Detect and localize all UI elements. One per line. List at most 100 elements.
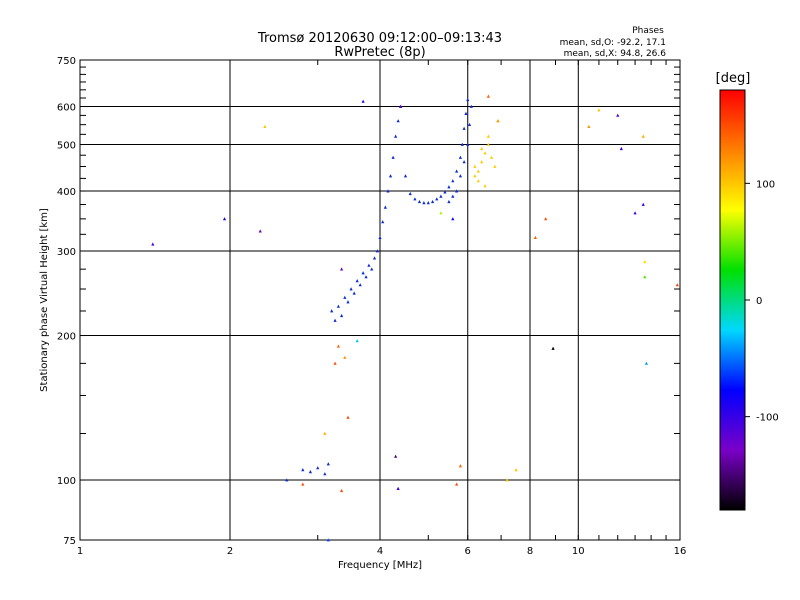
o-mode-point [372,256,377,260]
phases-x-stats: mean, sd,X: 94.8, 26.6 [564,49,667,59]
o-mode-point [426,201,430,205]
scatter-point [263,124,267,128]
o-mode-point [383,205,387,209]
scatter-point [633,211,637,215]
scatter-point [336,344,340,348]
x-mode-point [483,151,487,155]
o-mode-point [323,472,327,476]
scatter-point [346,415,350,419]
scatter-point [514,468,518,472]
x-mode-point [486,142,490,146]
x-mode-point [473,174,477,178]
axis-ticks: 1 2 4 6 8 10 16 75 100 200 300 400 500 600 750 [57,56,686,557]
y-tick-label: 300 [57,247,76,258]
o-mode-point [466,142,470,146]
o-mode-point [396,119,400,123]
scatter-point [616,113,620,117]
o-mode-point [464,111,468,115]
x-tick-label: 8 [527,546,533,557]
x-mode-point [480,160,484,164]
o-mode-point [367,263,371,267]
o-mode-point [403,174,408,178]
o-mode-point [375,249,379,253]
scatter-point [641,202,645,206]
scatter-point [597,108,601,112]
x-mode-point [493,164,497,168]
x-mode-point [486,134,490,138]
scatter-point [496,119,500,123]
chart-subtitle: RwPretec (8p) [334,45,425,60]
o-mode-point [352,291,356,295]
colorbar [719,89,746,511]
y-tick-label: 75 [63,536,76,547]
o-mode-point [455,189,459,193]
x-tick-label: 10 [572,546,585,557]
o-mode-point [346,300,350,304]
o-mode-point [358,283,362,287]
phases-title: Phases [632,26,664,36]
o-mode-point [386,189,390,193]
scatter-point [396,486,400,490]
o-mode-point [447,185,451,189]
x-tick-label: 1 [77,546,83,557]
o-mode-point [394,134,398,138]
x-mode-point [476,169,480,173]
y-tick-label: 600 [57,103,76,114]
y-tick-label: 500 [57,141,76,152]
o-mode-point [439,194,443,198]
o-mode-point [422,201,426,205]
scatter-point [505,478,509,482]
scatter-point [340,267,344,271]
y-tick-label: 200 [57,332,76,343]
scatter-point [458,464,463,468]
o-mode-point [451,179,455,183]
y-axis-label: Stationary phase Virtual Height [km] [39,208,50,392]
x-mode-point [473,164,477,168]
o-mode-point [285,478,289,482]
o-mode-point [451,194,455,198]
o-mode-point [467,122,472,127]
data-marks [151,94,679,542]
scatter-point [399,104,403,108]
o-mode-point [381,220,385,224]
colorbar-label: [deg] [716,71,751,86]
x-tick-label: 6 [465,546,471,557]
o-mode-point [333,318,337,322]
o-mode-point [364,275,368,279]
o-mode-point [443,190,447,194]
o-mode-point [388,174,393,178]
scatter-point [544,217,548,221]
scatter-point [451,217,455,221]
phases-o-stats: mean, sd,O: -92.2, 17.1 [560,38,666,48]
scatter-point [455,482,459,486]
o-mode-point [340,313,344,318]
scatter-point [551,346,555,350]
o-mode-point [301,468,305,472]
o-mode-point [417,199,422,204]
plot-grid [80,60,680,540]
x-mode-point [476,179,480,183]
scatter-point [533,235,537,239]
scatter-point [222,217,227,221]
o-mode-point [316,466,320,470]
chart-title: Tromsø 20120630 09:12:00–09:13:43 [257,31,502,46]
o-mode-point [430,199,435,204]
o-mode-point [391,155,395,159]
scatter-point [323,431,327,435]
o-mode-point [460,142,464,146]
x-mode-point [490,155,494,159]
scatter-point [394,454,398,458]
o-mode-point [408,191,412,196]
scatter-point [343,355,347,359]
scatter-point [675,283,679,287]
o-mode-point [370,267,374,271]
o-mode-point [355,279,359,283]
x-mode-point [480,146,484,151]
scatter-point [619,146,623,151]
scatter-point [333,361,337,365]
scatter-point [340,488,344,493]
o-mode-point [455,169,459,173]
o-mode-point [469,104,473,108]
o-mode-point [435,197,439,201]
